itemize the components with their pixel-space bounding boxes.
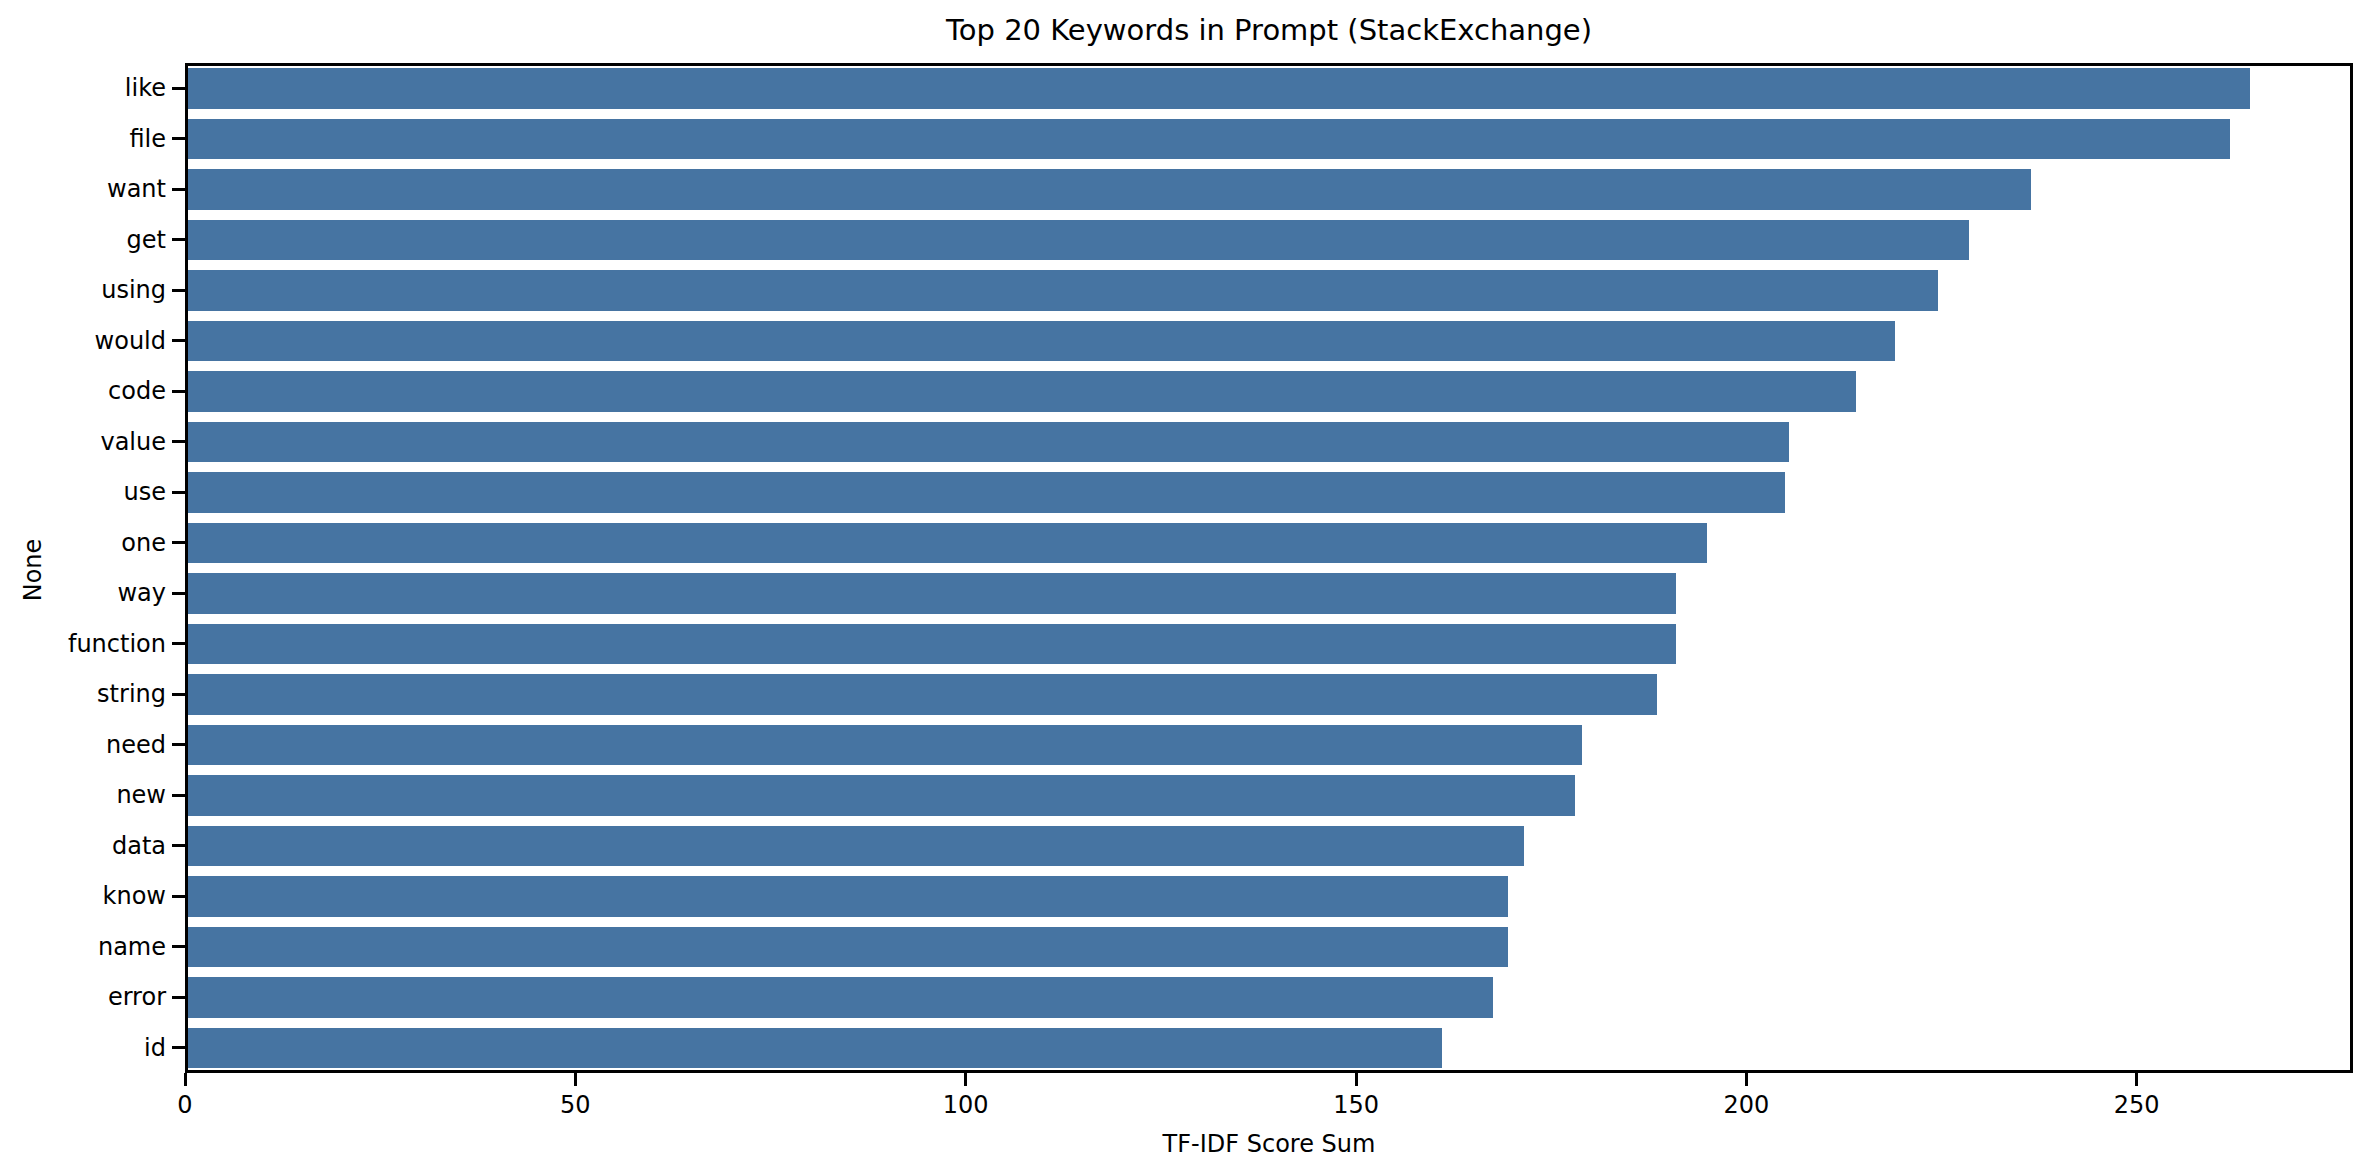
x-tick-mark <box>1355 1073 1358 1086</box>
plot-area <box>185 63 2353 1073</box>
y-tick-label: id <box>0 1033 166 1063</box>
bar-using <box>188 270 1938 311</box>
y-tick-mark <box>172 339 185 342</box>
x-tick-label: 250 <box>2067 1090 2207 1120</box>
bar-function <box>188 624 1676 665</box>
y-tick-label: want <box>0 174 166 204</box>
y-tick-mark <box>172 945 185 948</box>
y-tick-label: string <box>0 679 166 709</box>
y-tick-label: value <box>0 427 166 457</box>
bar-string <box>188 674 1657 715</box>
bar-id <box>188 1028 1442 1069</box>
y-tick-mark <box>172 87 185 90</box>
y-tick-mark <box>172 289 185 292</box>
y-tick-label: one <box>0 528 166 558</box>
chart-title: Top 20 Keywords in Prompt (StackExchange… <box>185 12 2353 48</box>
x-tick-label: 150 <box>1286 1090 1426 1120</box>
bar-error <box>188 977 1493 1018</box>
bar-file <box>188 119 2230 160</box>
bar-get <box>188 220 1969 261</box>
y-tick-mark <box>172 642 185 645</box>
bar-know <box>188 876 1508 917</box>
y-tick-label: error <box>0 982 166 1012</box>
x-tick-mark <box>184 1073 187 1086</box>
bar-value <box>188 422 1789 463</box>
y-tick-mark <box>172 491 185 494</box>
y-tick-label: way <box>0 578 166 608</box>
y-tick-mark <box>172 996 185 999</box>
y-tick-mark <box>172 844 185 847</box>
y-tick-mark <box>172 137 185 140</box>
y-tick-mark <box>172 541 185 544</box>
y-tick-mark <box>172 238 185 241</box>
y-tick-mark <box>172 440 185 443</box>
y-tick-label: know <box>0 881 166 911</box>
bar-would <box>188 321 1895 362</box>
bar-new <box>188 775 1575 816</box>
x-tick-mark <box>964 1073 967 1086</box>
y-tick-label: data <box>0 831 166 861</box>
bar-want <box>188 169 2031 210</box>
y-tick-mark <box>172 390 185 393</box>
x-tick-label: 0 <box>115 1090 255 1120</box>
bar-code <box>188 371 1856 412</box>
x-axis-label: TF-IDF Score Sum <box>185 1128 2353 1160</box>
x-tick-mark <box>574 1073 577 1086</box>
x-tick-label: 50 <box>505 1090 645 1120</box>
y-tick-mark <box>172 188 185 191</box>
y-tick-label: need <box>0 730 166 760</box>
y-tick-label: use <box>0 477 166 507</box>
y-tick-label: would <box>0 326 166 356</box>
y-tick-mark <box>172 1046 185 1049</box>
y-tick-label: function <box>0 629 166 659</box>
y-tick-label: name <box>0 932 166 962</box>
y-tick-mark <box>172 592 185 595</box>
x-tick-label: 200 <box>1676 1090 1816 1120</box>
y-tick-label: code <box>0 376 166 406</box>
y-tick-mark <box>172 743 185 746</box>
bar-need <box>188 725 1582 766</box>
bar-data <box>188 826 1524 867</box>
y-tick-label: file <box>0 124 166 154</box>
figure: Top 20 Keywords in Prompt (StackExchange… <box>0 0 2374 1174</box>
x-tick-mark <box>2135 1073 2138 1086</box>
x-tick-label: 100 <box>896 1090 1036 1120</box>
y-tick-label: get <box>0 225 166 255</box>
bar-use <box>188 472 1785 513</box>
bar-one <box>188 523 1707 564</box>
bar-name <box>188 927 1508 968</box>
bar-like <box>188 68 2250 109</box>
y-tick-label: new <box>0 780 166 810</box>
y-tick-mark <box>172 895 185 898</box>
y-tick-mark <box>172 794 185 797</box>
y-tick-mark <box>172 693 185 696</box>
x-tick-mark <box>1745 1073 1748 1086</box>
y-tick-label: using <box>0 275 166 305</box>
y-tick-label: like <box>0 73 166 103</box>
bar-way <box>188 573 1676 614</box>
